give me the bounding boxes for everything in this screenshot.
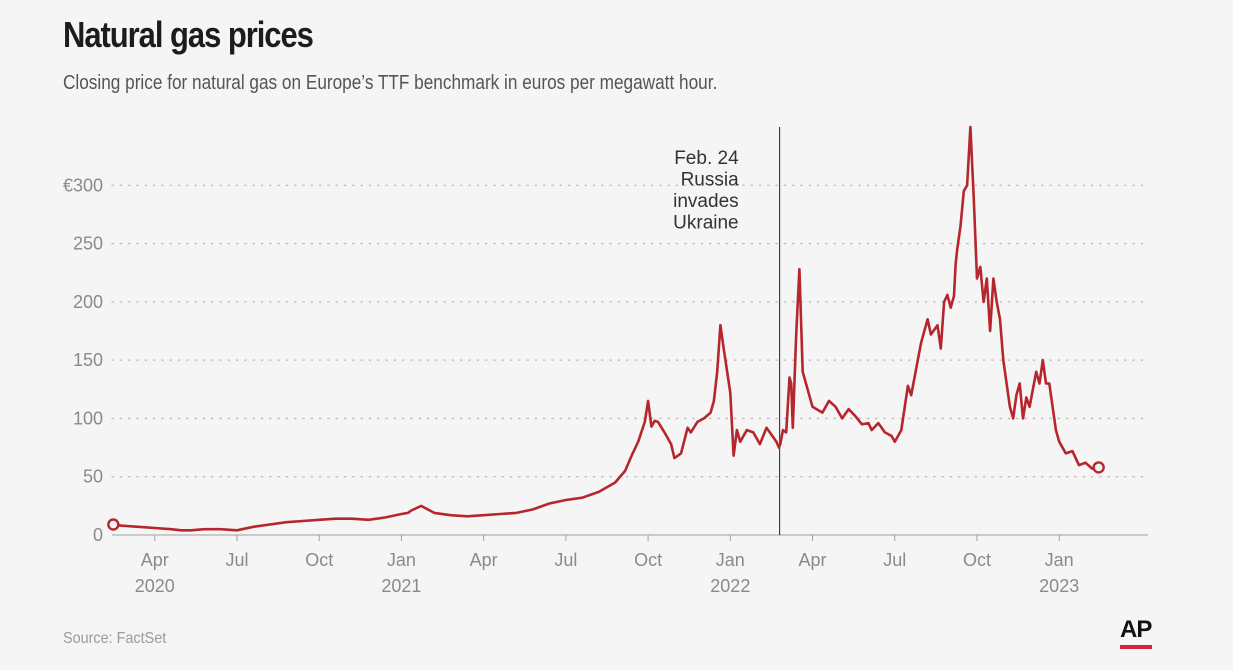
annotation-text-line: Ukraine (673, 213, 738, 234)
annotation-text-line: Feb. 24 (674, 148, 739, 169)
x-tick-label-year: 2022 (710, 576, 750, 596)
source-note: Source: FactSet (63, 630, 167, 647)
x-tick-label-year: 2023 (1039, 576, 1079, 596)
series-line (112, 125, 1100, 532)
x-tick-label-month: Jul (554, 550, 577, 570)
y-tick-label-150: 150 (73, 350, 103, 370)
y-tick-label-300: €300 (63, 175, 103, 195)
ap-logo-underline (1120, 645, 1152, 649)
x-tick-label-month: Jan (716, 550, 745, 570)
ap-logo: AP (1120, 616, 1152, 643)
y-tick-label-200: 200 (73, 292, 103, 312)
y-axis-ticks: 0 50 100 150 200 250 €300 (63, 175, 103, 545)
gridlines (111, 184, 1148, 536)
series-layer (107, 125, 1105, 532)
y-tick-label-100: 100 (73, 408, 103, 428)
y-tick-label-50: 50 (83, 467, 103, 487)
annotation-text-line: invades (673, 191, 739, 212)
x-tick-label-month: Jan (387, 550, 416, 570)
y-tick-label-0: 0 (93, 525, 103, 545)
chart-subtitle: Closing price for natural gas on Europe’… (63, 72, 718, 94)
x-tick-label-month: Oct (963, 550, 991, 570)
x-axis-ticks: Apr 2020 Jul Oct Jan 2021 Apr Jul Oct Jan 2022 Apr J… (135, 535, 1079, 596)
annotation-text-line: Russia (681, 170, 740, 191)
chart-title: Natural gas prices (63, 14, 314, 55)
x-tick-label-month: Jan (1045, 550, 1074, 570)
x-tick-label-month: Oct (634, 550, 662, 570)
series-start-marker (107, 518, 120, 531)
x-tick-label-month: Jul (883, 550, 906, 570)
x-tick-label-month: Apr (141, 550, 169, 570)
x-tick-label-year: 2020 (135, 576, 175, 596)
y-tick-label-250: 250 (73, 234, 103, 254)
x-tick-label-month: Jul (225, 550, 248, 570)
series-end-marker (1092, 461, 1105, 474)
x-tick-label-month: Apr (470, 550, 498, 570)
x-tick-label-month: Oct (305, 550, 333, 570)
x-tick-label-month: Apr (799, 550, 827, 570)
x-tick-label-year: 2021 (381, 576, 421, 596)
